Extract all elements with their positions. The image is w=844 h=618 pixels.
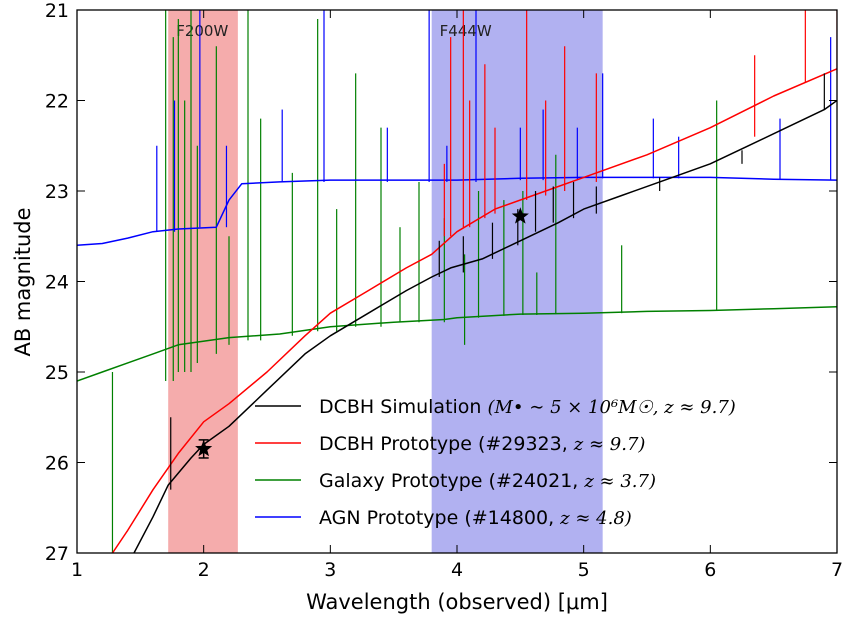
legend: DCBH Simulation (M• ∼ 5 × 10⁶M☉, z ≈ 9.7)… xyxy=(255,396,736,529)
x-tick-label: 2 xyxy=(198,559,210,581)
legend-label-dcbh-simulation: DCBH Simulation (M• ∼ 5 × 10⁶M☉, z ≈ 9.7) xyxy=(319,396,736,418)
filter-band-f444w xyxy=(431,10,603,553)
x-tick-label: 6 xyxy=(704,559,716,581)
star-marker xyxy=(511,207,529,224)
y-tick-label: 27 xyxy=(45,543,69,565)
legend-text-agn-prototype: AGN Prototype (#14800, xyxy=(319,507,554,529)
series-galaxy-prototype xyxy=(77,10,837,553)
legend-label-dcbh-prototype: DCBH Prototype (#29323, z ≈ 9.7) xyxy=(319,433,645,455)
star-marker xyxy=(195,439,213,457)
x-axis-label: Wavelength (observed) [μm] xyxy=(306,590,608,614)
series-line-agn-prototype xyxy=(77,176,837,247)
data-markers xyxy=(195,207,529,459)
series-agn-prototype xyxy=(77,10,837,247)
x-tick-label: 7 xyxy=(831,559,843,581)
y-tick-label: 23 xyxy=(45,181,69,203)
series-line-dcbh-prototype xyxy=(111,68,837,553)
band-label-f200w: F200W xyxy=(176,22,228,40)
series-dcbh-prototype xyxy=(111,10,837,553)
y-tick-label: 24 xyxy=(45,272,69,294)
y-axis-label: AB magnitude xyxy=(11,207,35,356)
x-tick-label: 1 xyxy=(71,559,83,581)
y-tick-label: 22 xyxy=(45,91,69,113)
legend-text-dcbh-prototype: DCBH Prototype (#29323, xyxy=(319,433,568,455)
x-tick-label: 5 xyxy=(578,559,590,581)
filter-bands: F200W F444W xyxy=(168,10,603,553)
legend-text-galaxy-prototype: Galaxy Prototype (#24021, xyxy=(319,470,578,492)
legend-math-agn-prototype: z ≈ 4.8) xyxy=(559,508,632,529)
filter-band-f200w xyxy=(168,10,238,553)
series-lines xyxy=(77,10,837,553)
series-line-galaxy-prototype xyxy=(77,306,837,382)
legend-math-dcbh-simulation: (M• ∼ 5 × 10⁶M☉, z ≈ 9.7) xyxy=(487,397,735,418)
y-tick-label: 21 xyxy=(45,0,69,22)
y-tick-label: 25 xyxy=(45,362,69,384)
x-tick-label: 3 xyxy=(324,559,336,581)
y-tick-label: 26 xyxy=(45,453,69,475)
legend-label-galaxy-prototype: Galaxy Prototype (#24021, z ≈ 3.7) xyxy=(319,470,656,492)
legend-math-galaxy-prototype: z ≈ 3.7) xyxy=(583,471,656,492)
legend-math-dcbh-prototype: z ≈ 9.7) xyxy=(573,434,646,455)
legend-text-dcbh-simulation: DCBH Simulation xyxy=(319,396,481,418)
x-tick-label: 4 xyxy=(451,559,463,581)
legend-label-agn-prototype: AGN Prototype (#14800, z ≈ 4.8) xyxy=(319,507,632,529)
band-label-f444w: F444W xyxy=(440,22,492,40)
